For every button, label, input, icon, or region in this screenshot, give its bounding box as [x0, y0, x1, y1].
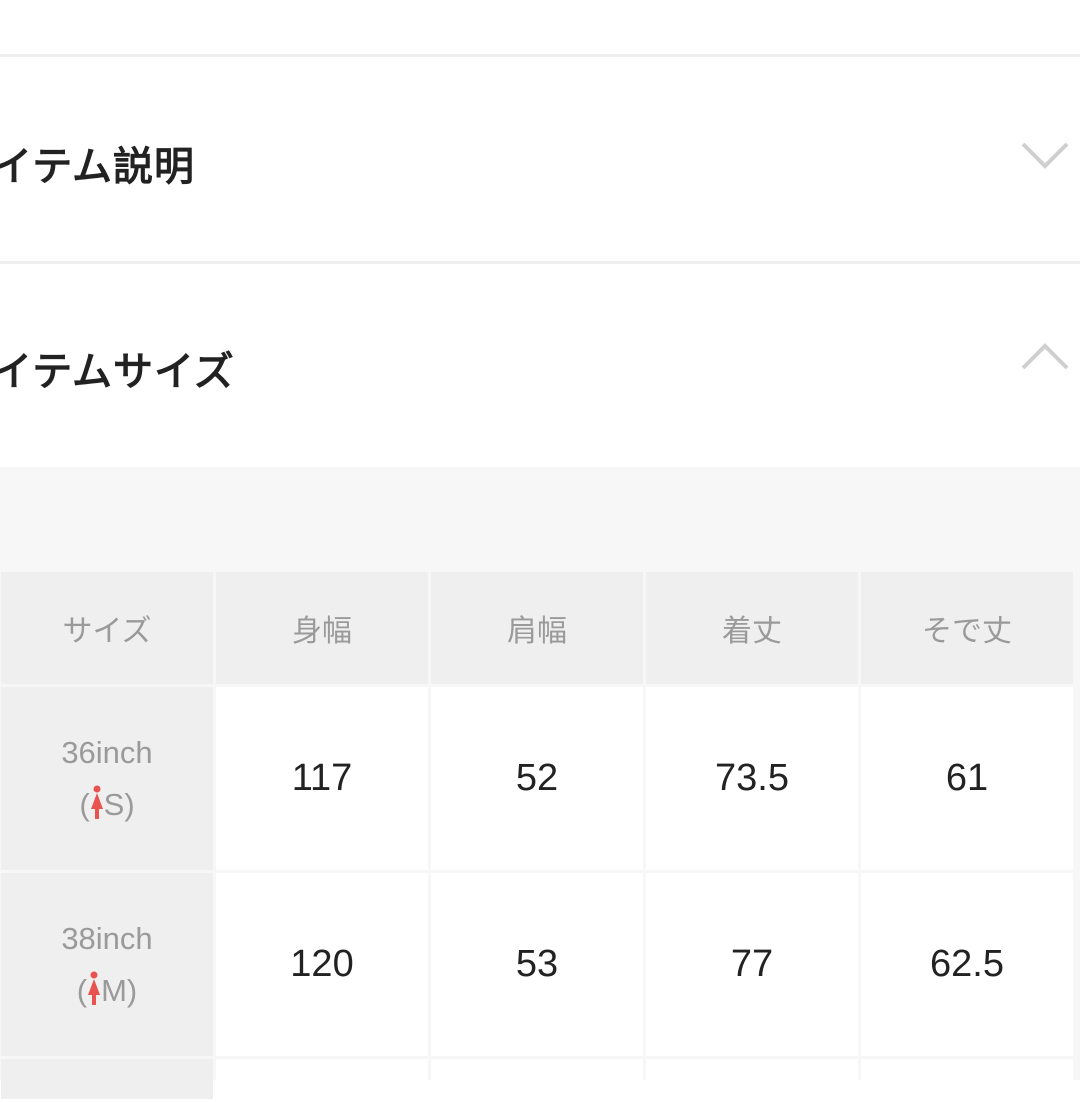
header-shoulder-width: 肩幅 [431, 572, 643, 684]
section-title: イテムサイズ [0, 349, 235, 395]
value-cell: 73.5 [646, 687, 858, 870]
header-length: 着丈 [646, 572, 858, 684]
value-cell: 117 [216, 687, 428, 870]
value-cell: 61 [861, 687, 1073, 870]
table-row: 38inch (M) 120 53 77 62.5 [1, 873, 1073, 1056]
value-cell: 52 [431, 687, 643, 870]
size-label: S [103, 786, 125, 822]
header-sleeve-length: そで丈 [861, 572, 1073, 684]
size-label: M [101, 972, 127, 1008]
size-inch: 36inch [61, 734, 153, 770]
value-cell: 53 [431, 873, 643, 1056]
size-inch: 38inch [61, 920, 153, 956]
table-header-row: サイズ 身幅 肩幅 着丈 そで丈 [1, 572, 1073, 684]
value-cell: 120 [216, 873, 428, 1056]
value-cell: 62.5 [861, 873, 1073, 1056]
chevron-up-icon[interactable] [1020, 342, 1070, 372]
section-divider [0, 261, 1080, 264]
header-size: サイズ [1, 572, 213, 684]
woman-icon [90, 785, 103, 819]
value-cell: 77 [646, 873, 858, 1056]
size-cell: 36inch (S) [1, 687, 213, 870]
size-table: サイズ 身幅 肩幅 着丈 そで丈 36inch (S) 117 52 73.5 … [0, 569, 1076, 1102]
woman-icon [88, 971, 101, 1005]
size-cell: 38inch (M) [1, 873, 213, 1056]
section-title: イテム説明 [0, 144, 195, 190]
chevron-down-icon[interactable] [1020, 140, 1070, 170]
top-divider [0, 54, 1080, 57]
header-body-width: 身幅 [216, 572, 428, 684]
table-row: 36inch (S) 117 52 73.5 61 [1, 687, 1073, 870]
table-row-partial [1, 1059, 1073, 1099]
